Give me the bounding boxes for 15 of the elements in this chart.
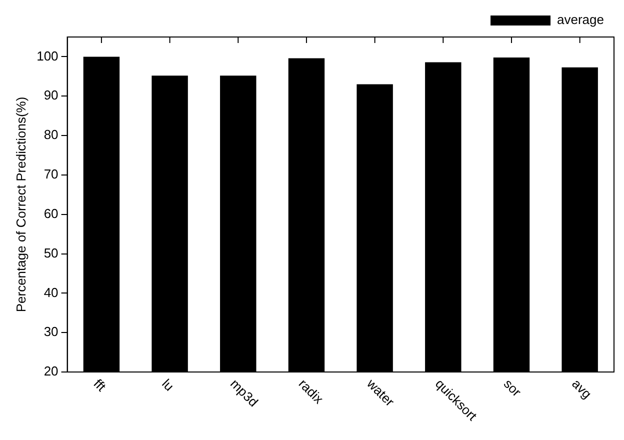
y-tick-label: 30 bbox=[44, 324, 58, 340]
y-tick-label: 100 bbox=[36, 48, 58, 64]
legend-label: average bbox=[557, 12, 604, 28]
y-axis-title: Percentage of Correct Predictions(%) bbox=[13, 96, 28, 312]
y-tick-label: 20 bbox=[44, 364, 58, 379]
x-tick-label: lu bbox=[159, 376, 177, 394]
y-tick-label: 70 bbox=[44, 166, 58, 182]
y-tick-label: 50 bbox=[44, 245, 58, 260]
x-tick-label: sor bbox=[500, 376, 525, 400]
y-tick-label: 60 bbox=[44, 206, 58, 221]
y-tick-label: 90 bbox=[44, 88, 58, 103]
y-tick-label: 80 bbox=[44, 127, 58, 142]
x-tick-label: avg bbox=[569, 376, 595, 402]
y-tick-label: 40 bbox=[44, 284, 58, 300]
x-tick-label: fft bbox=[90, 376, 110, 394]
